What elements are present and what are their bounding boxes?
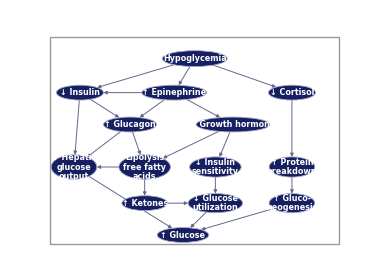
Ellipse shape	[157, 228, 209, 242]
Text: ↑ Growth hormone: ↑ Growth hormone	[190, 120, 276, 129]
Text: Lipolysis
free fatty
acids: Lipolysis free fatty acids	[123, 153, 166, 181]
Ellipse shape	[51, 155, 97, 179]
Ellipse shape	[122, 196, 168, 211]
Text: Hypoglycemia: Hypoglycemia	[163, 54, 226, 63]
Text: ↓ Insulin
sensitivity: ↓ Insulin sensitivity	[192, 158, 239, 176]
Text: ↓ Glucose
utilization: ↓ Glucose utilization	[193, 194, 238, 212]
Ellipse shape	[56, 85, 103, 100]
Text: ↓ Insulin: ↓ Insulin	[60, 88, 100, 97]
Ellipse shape	[162, 51, 227, 67]
Text: ↑ Protein
breakdown: ↑ Protein breakdown	[267, 158, 317, 176]
Ellipse shape	[188, 193, 242, 213]
Ellipse shape	[196, 117, 270, 132]
Ellipse shape	[190, 157, 241, 177]
Text: ↑ Epinephrine: ↑ Epinephrine	[142, 88, 206, 97]
Text: ↓ Cortisol: ↓ Cortisol	[270, 88, 314, 97]
Text: ↑ Hepatic
glucose
output: ↑ Hepatic glucose output	[52, 153, 96, 181]
Ellipse shape	[269, 157, 315, 177]
Ellipse shape	[103, 117, 157, 132]
Text: ↑ Glucagon: ↑ Glucagon	[104, 120, 156, 129]
Text: ↑ Ketones: ↑ Ketones	[122, 199, 168, 208]
Ellipse shape	[269, 193, 315, 213]
Ellipse shape	[142, 85, 207, 100]
Ellipse shape	[268, 85, 315, 100]
Text: ↑ Glucose: ↑ Glucose	[160, 230, 206, 240]
Text: ↑ Gluco-
neogenesis: ↑ Gluco- neogenesis	[266, 194, 318, 212]
Ellipse shape	[119, 155, 171, 179]
